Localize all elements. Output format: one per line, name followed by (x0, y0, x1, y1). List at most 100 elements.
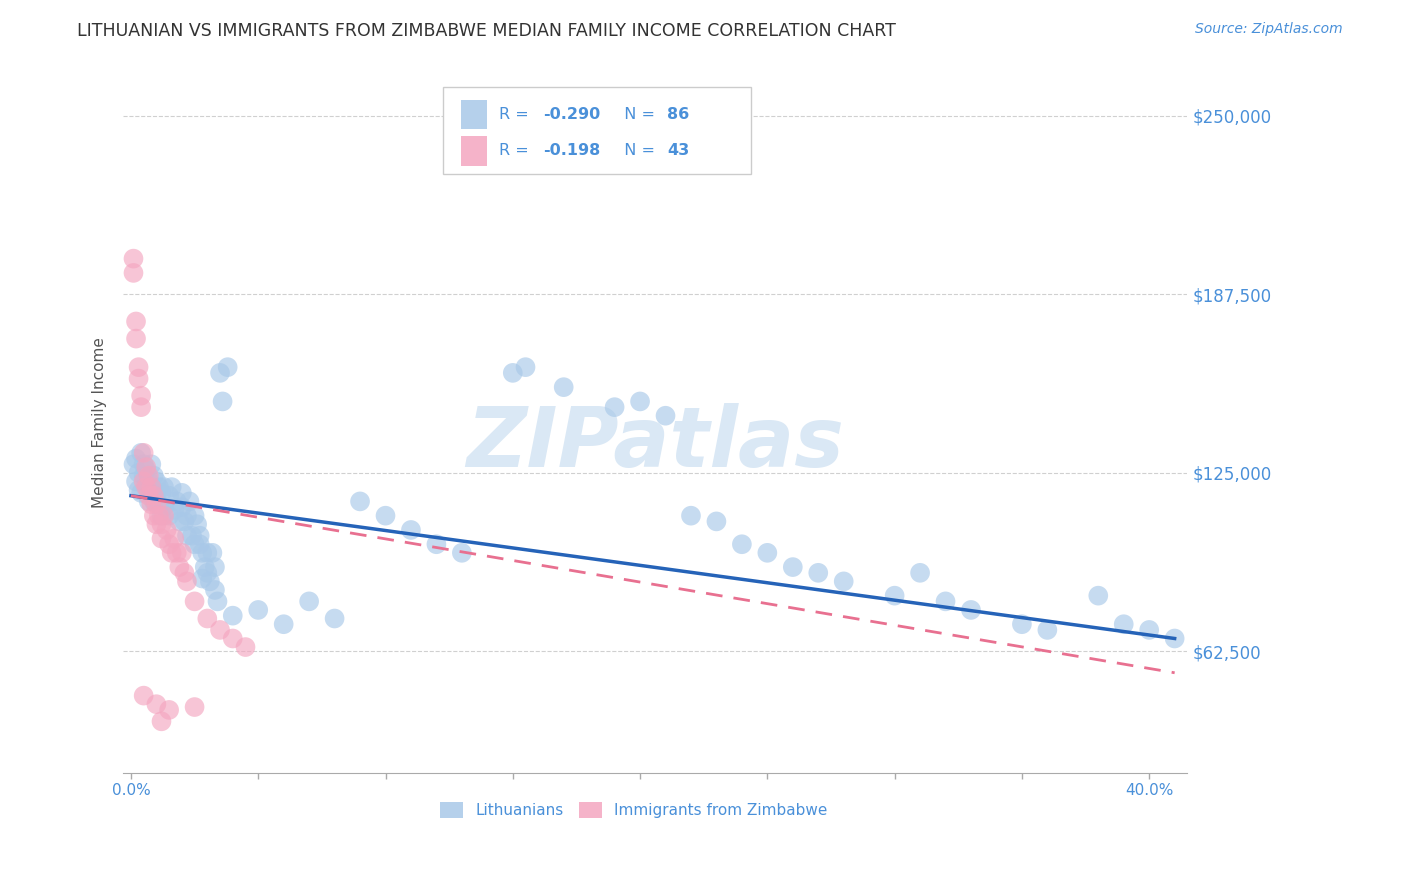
Point (153, 508, 176, 523)
Point (142, 508, 165, 523)
Point (211, 394, 233, 409)
Point (129, 389, 152, 403)
Point (150, 508, 173, 523)
Point (122, 266, 145, 280)
Point (451, 546, 474, 560)
Point (153, 480, 176, 494)
Point (1036, 623, 1059, 637)
Point (122, 457, 145, 471)
Point (132, 468, 155, 483)
Point (135, 460, 157, 475)
Point (145, 517, 167, 532)
Point (1137, 623, 1160, 637)
Point (201, 546, 224, 560)
Point (207, 594, 229, 608)
Point (222, 608, 245, 623)
Point (191, 572, 214, 586)
Point (145, 475, 167, 489)
Point (141, 486, 163, 500)
Point (883, 589, 905, 603)
Point (150, 532, 173, 546)
Point (125, 314, 148, 328)
Point (217, 360, 239, 375)
Point (235, 640, 257, 654)
Point (273, 617, 295, 632)
Point (298, 594, 321, 608)
Point (125, 475, 148, 489)
Text: -0.198: -0.198 (544, 144, 600, 158)
Point (145, 697, 167, 711)
Point (782, 560, 804, 574)
Point (135, 463, 157, 477)
Point (425, 537, 447, 551)
Bar (461, 136, 488, 166)
Point (1087, 589, 1109, 603)
Point (135, 480, 157, 494)
Point (138, 494, 160, 508)
Point (195, 546, 218, 560)
Point (832, 574, 855, 589)
Point (148, 497, 170, 511)
Point (153, 500, 176, 515)
Point (188, 537, 211, 551)
Point (908, 566, 931, 580)
Bar (461, 100, 488, 129)
Point (222, 632, 245, 646)
Point (195, 566, 218, 580)
Point (138, 475, 160, 489)
Point (374, 508, 396, 523)
Point (138, 489, 160, 503)
Point (731, 537, 754, 551)
Point (125, 332, 148, 346)
Point (204, 560, 226, 574)
Point (1112, 617, 1135, 632)
Point (145, 486, 167, 500)
Point (1011, 617, 1033, 632)
Text: N =: N = (614, 107, 659, 122)
Point (166, 494, 188, 508)
Point (679, 508, 702, 523)
Point (628, 394, 651, 409)
Point (204, 582, 226, 597)
Point (194, 560, 217, 574)
Text: 86: 86 (666, 107, 689, 122)
Point (935, 594, 957, 608)
Point (128, 466, 150, 480)
Point (1163, 632, 1185, 646)
Point (155, 523, 177, 537)
Point (960, 603, 983, 617)
Point (148, 508, 170, 523)
Point (163, 532, 186, 546)
Point (141, 497, 163, 511)
Point (170, 546, 193, 560)
Point (553, 380, 575, 394)
Text: ZIPatlas: ZIPatlas (467, 403, 844, 484)
Point (141, 457, 163, 471)
Point (132, 689, 155, 703)
Point (150, 486, 173, 500)
Point (208, 366, 231, 380)
Point (191, 546, 214, 560)
Point (323, 611, 346, 625)
Point (135, 480, 157, 494)
Point (142, 494, 165, 508)
Point (150, 714, 173, 729)
Point (208, 623, 231, 637)
Point (128, 371, 150, 385)
Text: LITHUANIAN VS IMMIGRANTS FROM ZIMBABWE MEDIAN FAMILY INCOME CORRELATION CHART: LITHUANIAN VS IMMIGRANTS FROM ZIMBABWE M… (77, 22, 896, 40)
Point (169, 515, 191, 529)
Point (399, 523, 422, 537)
Text: 43: 43 (666, 144, 689, 158)
Point (128, 360, 150, 375)
Point (160, 546, 183, 560)
Point (654, 409, 676, 423)
Point (148, 480, 170, 494)
Point (163, 503, 186, 517)
Point (145, 497, 167, 511)
Point (179, 494, 201, 508)
Point (157, 508, 180, 523)
Point (169, 560, 191, 574)
Point (181, 529, 204, 543)
Point (129, 486, 152, 500)
Text: N =: N = (614, 144, 659, 158)
